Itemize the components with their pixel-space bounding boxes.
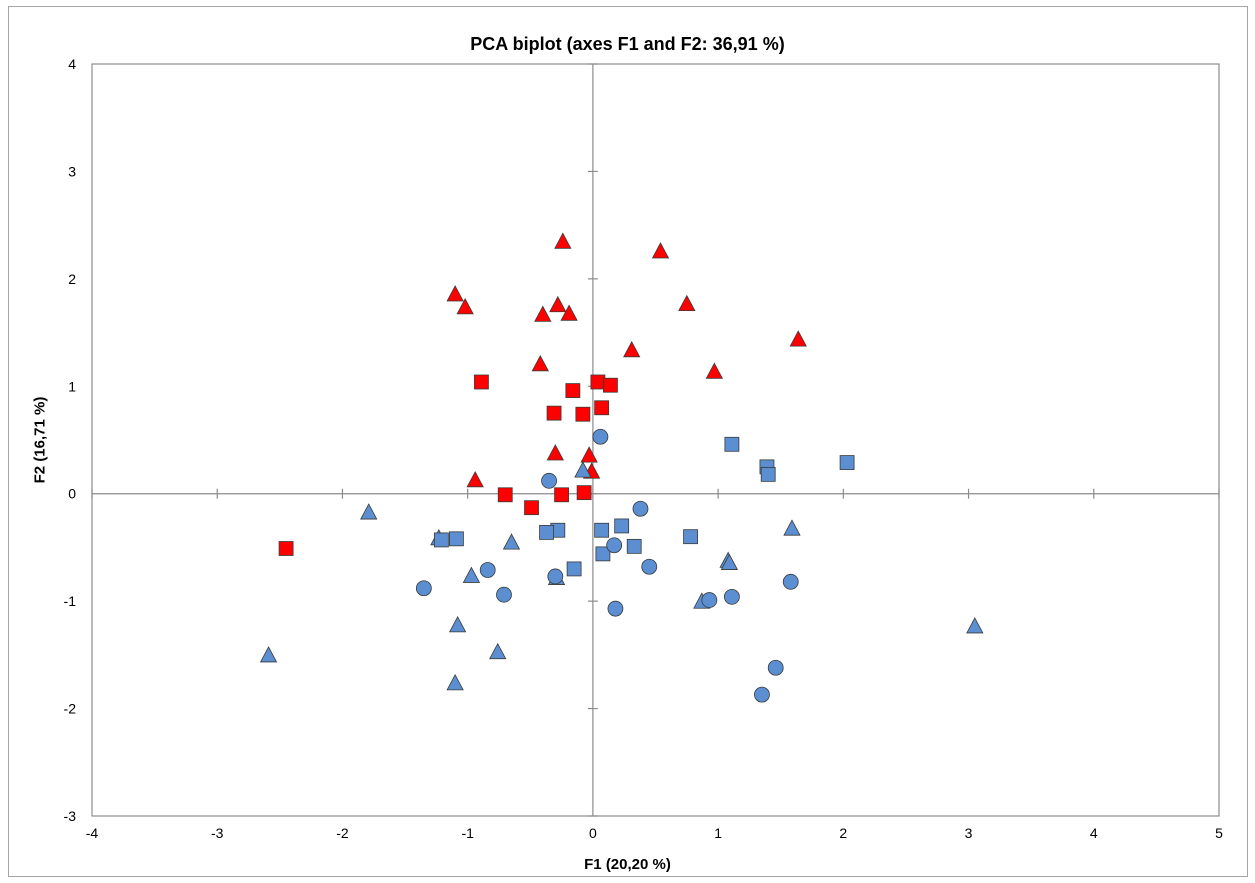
x-tick-label: 1 (714, 825, 722, 841)
red-triangle-point (554, 232, 572, 249)
blue-circle-point (723, 588, 740, 605)
x-tick-label: -2 (336, 825, 349, 841)
y-tick-label: 1 (68, 378, 76, 394)
red-triangle-point (560, 304, 578, 321)
y-tick-label: 3 (68, 163, 76, 179)
red-square-point (590, 374, 606, 390)
red-triangle-point (531, 354, 549, 372)
red-triangle-point (678, 294, 696, 312)
blue-circle-point (607, 600, 624, 617)
x-tick-label: 4 (1090, 825, 1098, 841)
y-tick-label: 4 (68, 56, 76, 72)
chart-title: PCA biplot (axes F1 and F2: 36,91 %) (470, 34, 785, 54)
x-tick-label: 5 (1215, 825, 1223, 841)
red-square-point (603, 377, 618, 393)
blue-circle-point (641, 558, 658, 575)
blue-circle-point (415, 580, 432, 597)
blue-triangle-point (448, 616, 467, 633)
blue-square-point (539, 524, 554, 540)
blue-square-point (595, 546, 611, 562)
x-tick-label: -4 (86, 825, 99, 841)
x-tick-label: 2 (839, 825, 847, 841)
blue-triangle-point (489, 642, 507, 660)
blue-circle-point (701, 592, 718, 608)
blue-triangle-point (259, 646, 278, 663)
blue-triangle-point (462, 566, 481, 583)
y-tick-label: -3 (64, 808, 77, 824)
blue-triangle-point (502, 533, 521, 550)
red-square-point (565, 383, 581, 398)
blue-square-point (839, 455, 855, 470)
plot-area-border (91, 63, 1220, 817)
blue-triangle-point (360, 503, 378, 520)
blue-triangle-point (574, 461, 592, 478)
x-tick-label: 0 (589, 825, 597, 841)
red-square-point (524, 500, 539, 516)
red-triangle-point (789, 330, 807, 347)
blue-triangle-point (720, 553, 739, 570)
red-triangle-point (466, 470, 484, 488)
blue-square-point (683, 529, 698, 545)
blue-circle-point (541, 472, 557, 489)
blue-triangle-point (966, 617, 984, 634)
red-triangle-point (549, 295, 567, 313)
blue-circle-point (547, 568, 564, 585)
blue-square-point (626, 538, 642, 554)
y-tick-label: 2 (68, 271, 76, 287)
blue-circle-point (782, 573, 799, 590)
blue-circle-point (767, 659, 784, 676)
blue-square-point (433, 532, 449, 548)
red-square-point (576, 485, 592, 501)
chart-frame (8, 6, 1248, 877)
blue-square-point (566, 561, 582, 577)
red-triangle-point (651, 242, 670, 259)
red-triangle-point (580, 446, 598, 463)
blue-square-point (594, 522, 610, 538)
red-square-point (575, 406, 591, 422)
red-triangle-point (456, 298, 474, 315)
red-triangle-point (546, 444, 564, 461)
red-triangle-point (446, 285, 464, 302)
red-square-point (594, 400, 610, 416)
blue-circle-point (754, 686, 770, 703)
blue-circle-point (479, 562, 496, 578)
red-triangle-point (623, 340, 641, 358)
red-square-point (554, 487, 569, 503)
red-triangle-point (705, 362, 724, 379)
blue-square-point (614, 518, 630, 534)
blue-circle-point (632, 500, 649, 517)
y-tick-label: -2 (64, 701, 77, 717)
blue-square-point (448, 531, 464, 547)
x-tick-label: -3 (211, 825, 224, 841)
blue-triangle-point (783, 519, 801, 536)
red-square-point (497, 487, 513, 503)
blue-square-point (760, 466, 776, 482)
red-square-point (474, 374, 489, 390)
blue-circle-point (606, 537, 623, 554)
red-square-point (546, 405, 562, 421)
y-tick-label: -1 (64, 593, 77, 609)
blue-square-point (724, 436, 740, 452)
x-axis-label: F1 (20,20 %) (584, 856, 671, 873)
red-triangle-point (534, 305, 552, 322)
blue-circle-point (496, 586, 512, 603)
red-square-point (278, 541, 294, 556)
blue-circle-point (592, 428, 609, 445)
x-tick-label: 3 (965, 825, 973, 841)
blue-triangle-point (446, 674, 464, 691)
y-tick-label: 0 (68, 486, 76, 502)
x-tick-label: -1 (461, 825, 474, 841)
